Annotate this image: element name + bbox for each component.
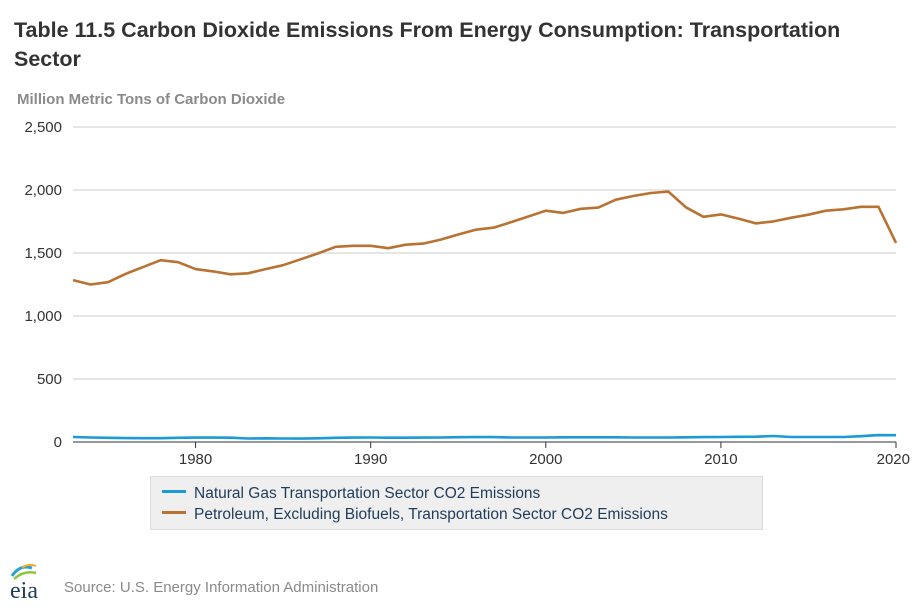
- logo-swoosh-blue: [10, 565, 33, 577]
- x-tick-label: 2020: [877, 451, 910, 468]
- logo-swoosh-orange: [21, 563, 37, 569]
- legend-item-petroleum[interactable]: Petroleum, Excluding Biofuels, Transport…: [162, 506, 668, 524]
- x-tick-label: 1980: [179, 451, 212, 468]
- y-tick-label: 0: [54, 434, 62, 451]
- y-tick-label: 2,000: [24, 182, 62, 199]
- x-tick-label: 2000: [529, 451, 562, 468]
- chart-legend: Natural Gas Transportation Sector CO2 Em…: [150, 476, 763, 530]
- chart-title: Table 11.5 Carbon Dioxide Emissions From…: [14, 18, 841, 71]
- y-tick-label: 1,500: [24, 245, 62, 262]
- x-tick-label: 2010: [704, 451, 737, 468]
- legend-item-natural-gas[interactable]: Natural Gas Transportation Sector CO2 Em…: [162, 485, 540, 503]
- line-chart: 0 500 1,000 1,500 2,000 2,500 1980 1990 2000 2010…: [24, 119, 910, 468]
- x-tick-label: 1990: [354, 451, 387, 468]
- logo-swoosh-green: [13, 571, 37, 580]
- logo-text: eia: [10, 578, 38, 602]
- y-tick-label: 1,000: [24, 308, 62, 325]
- y-axis-unit-label: Million Metric Tons of Carbon Dioxide: [17, 91, 286, 108]
- legend-label-petroleum: Petroleum, Excluding Biofuels, Transport…: [194, 506, 668, 523]
- y-tick-label: 500: [37, 371, 62, 388]
- series-line-natural-gas: [72, 433, 897, 440]
- legend-label-natural-gas: Natural Gas Transportation Sector CO2 Em…: [194, 485, 541, 502]
- source-note: Source: U.S. Energy Information Administ…: [64, 579, 379, 596]
- legend-swatch-petroleum: [162, 511, 186, 515]
- eia-logo: eia: [10, 563, 38, 602]
- legend-swatch-natural-gas: [162, 490, 186, 494]
- series-line-petroleum: [72, 190, 898, 286]
- y-tick-label: 2,500: [24, 119, 62, 136]
